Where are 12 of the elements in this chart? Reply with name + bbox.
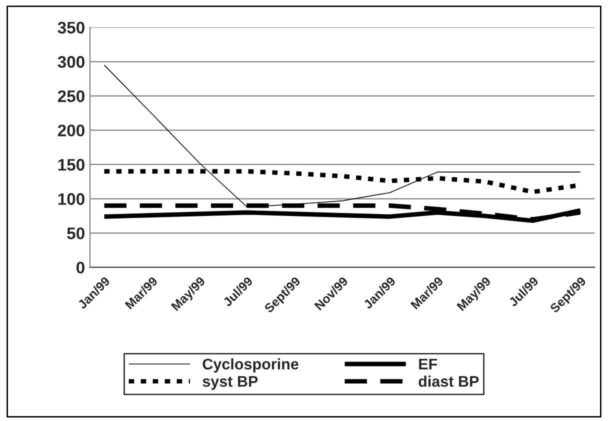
y-tick-label: 50 bbox=[67, 227, 84, 240]
y-tick-label: 250 bbox=[58, 90, 84, 102]
legend-label: EF bbox=[419, 358, 438, 370]
y-tick-label: 100 bbox=[58, 193, 84, 205]
legend-label: syst BP bbox=[202, 376, 258, 390]
y-tick-label: 350 bbox=[58, 22, 84, 34]
legend-label: Cyclosporine bbox=[202, 358, 298, 373]
y-tick-label: 150 bbox=[58, 158, 84, 171]
legend-label: diast BP bbox=[418, 376, 479, 387]
y-tick-label: 300 bbox=[58, 56, 84, 68]
y-tick-label: 0 bbox=[76, 262, 84, 274]
y-tick-label: 200 bbox=[58, 124, 84, 136]
